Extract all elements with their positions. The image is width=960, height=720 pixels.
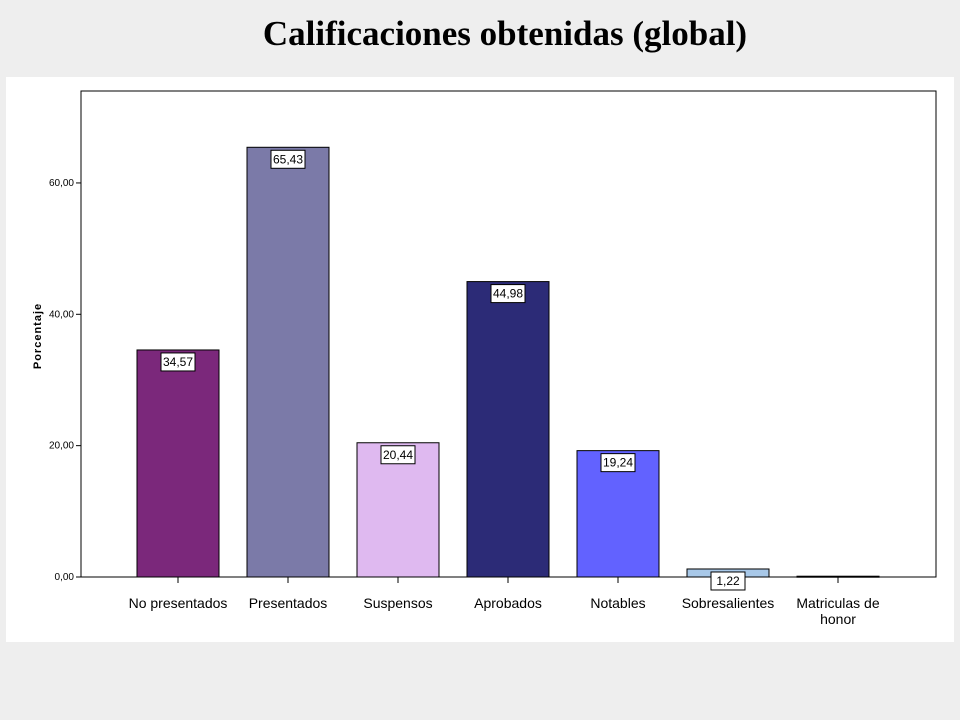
- y-axis-title-text: Porcentaje: [32, 303, 44, 369]
- data-label-box: [380, 445, 416, 465]
- bar: [466, 281, 550, 578]
- x-tick-label: Suspensos: [363, 595, 432, 611]
- chart-panel: 0,00 20,00 40,00 60,00 Porcentaje No presenta…: [6, 77, 954, 642]
- bar: [246, 146, 330, 578]
- x-tick-label: No presentados: [129, 595, 228, 611]
- data-label: 34,57: [163, 355, 193, 369]
- data-label-box: [270, 149, 306, 169]
- x-tick-label: Presentados: [249, 595, 328, 611]
- data-label-box: [710, 571, 746, 591]
- bar: [136, 349, 220, 578]
- data-label-box: [600, 453, 636, 473]
- data-label: 1,22: [716, 574, 740, 588]
- x-tick-label: Aprobados: [474, 595, 542, 611]
- data-label: 20,44: [383, 448, 413, 462]
- y-tick-label: 60,00: [49, 178, 74, 189]
- data-label: 44,98: [493, 287, 523, 301]
- bar-chart: 0,00 20,00 40,00 60,00 Porcentaje No presenta…: [32, 90, 937, 627]
- x-tick-label: Notables: [590, 595, 645, 611]
- y-tick-label: 20,00: [49, 441, 74, 452]
- x-tick-label: Sobresalientes: [682, 595, 775, 611]
- data-label: 19,24: [603, 456, 633, 470]
- x-tick-label: honor: [820, 611, 856, 627]
- y-tick-label: 40,00: [49, 309, 74, 320]
- y-tick-label: 0,00: [55, 572, 75, 583]
- page-title: Calificaciones obtenidas (global): [262, 14, 748, 53]
- data-label-box: [490, 284, 526, 304]
- x-tick-label: Matriculas de: [796, 595, 879, 611]
- data-label-box: [160, 352, 196, 372]
- data-label: 65,43: [273, 152, 303, 166]
